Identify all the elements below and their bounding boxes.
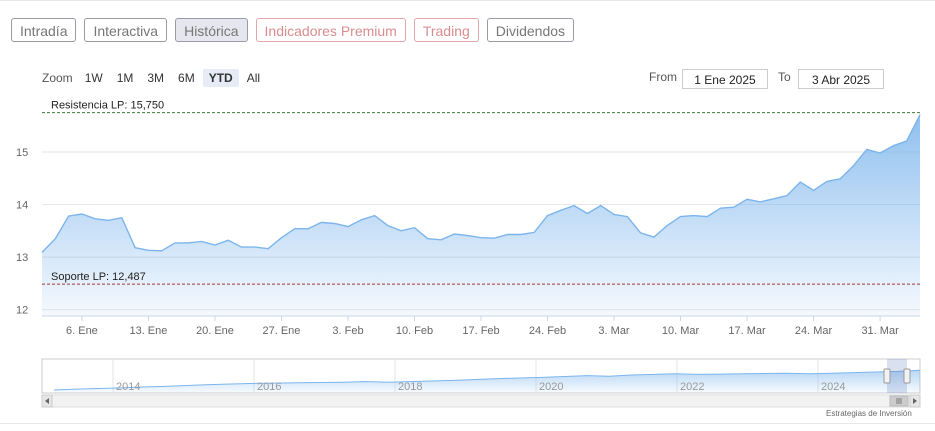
navigator-year-label: 2018 bbox=[398, 381, 422, 393]
x-axis-ticks bbox=[81, 316, 881, 321]
price-area bbox=[42, 114, 920, 316]
from-label: From bbox=[649, 70, 677, 84]
tab-intradia[interactable]: Intradía bbox=[11, 18, 77, 42]
resistance-label: Resistencia LP: 15,750 bbox=[51, 100, 164, 112]
zoom-all-button[interactable]: All bbox=[246, 71, 261, 85]
x-tick-label: 27. Ene bbox=[262, 325, 300, 337]
x-axis-labels: 6. Ene 13. Ene 20. Ene 27. Ene 3. Feb 10. Feb… bbox=[66, 325, 899, 337]
x-tick-label: 20. Ene bbox=[196, 325, 234, 337]
arrow-right-icon bbox=[913, 398, 917, 404]
zoom-1m-button[interactable]: 1M bbox=[116, 71, 134, 85]
navigator-year-label: 2016 bbox=[257, 381, 281, 393]
x-tick-label: 24. Mar bbox=[795, 325, 833, 337]
navigator-year-label: 2024 bbox=[821, 381, 845, 393]
navigator-area bbox=[54, 370, 920, 393]
tab-historica[interactable]: Histórica bbox=[175, 18, 248, 42]
price-line bbox=[41, 114, 921, 253]
navigator-right-handle[interactable] bbox=[903, 368, 911, 384]
zoom-ytd-button[interactable]: YTD bbox=[202, 69, 239, 87]
y-tick-label: 12 bbox=[16, 305, 28, 317]
tab-trading[interactable]: Trading bbox=[413, 18, 479, 42]
tab-dividendos[interactable]: Dividendos bbox=[486, 18, 575, 42]
x-tick-label: 3. Feb bbox=[332, 325, 363, 337]
navigator-left-handle[interactable] bbox=[883, 368, 891, 384]
top-border bbox=[0, 0, 935, 1]
navigator-year-label: 2022 bbox=[680, 381, 704, 393]
arrow-left-icon bbox=[45, 398, 49, 404]
y-tick-label: 14 bbox=[16, 200, 28, 212]
tab-interactiva[interactable]: Interactiva bbox=[84, 18, 168, 42]
zoom-1w-button[interactable]: 1W bbox=[84, 71, 103, 85]
x-tick-label: 3. Mar bbox=[598, 325, 630, 337]
bottom-border bbox=[0, 423, 935, 424]
navigator-year-labels: 2014 2016 2018 2020 2022 2024 bbox=[116, 381, 845, 393]
x-tick-label: 10. Feb bbox=[396, 325, 433, 337]
x-tick-label: 24. Feb bbox=[529, 325, 566, 337]
y-axis-labels: 12 13 14 15 bbox=[16, 147, 28, 317]
chart-tabs: Intradía Interactiva Histórica Indicador… bbox=[11, 18, 575, 42]
chart-credit: Estrategias de Inversión bbox=[826, 409, 912, 418]
navigator-line bbox=[53, 369, 921, 391]
to-label: To bbox=[778, 70, 791, 84]
navigator-selection[interactable] bbox=[887, 359, 907, 393]
y-tick-label: 13 bbox=[16, 252, 28, 264]
zoom-selector: Zoom 1W 1M 3M 6M YTD All bbox=[42, 69, 268, 87]
grip-icon bbox=[896, 398, 902, 404]
x-tick-label: 17. Feb bbox=[462, 325, 499, 337]
navigator-year-label: 2020 bbox=[539, 381, 563, 393]
x-tick-label: 31. Mar bbox=[861, 325, 899, 337]
x-tick-label: 10. Mar bbox=[662, 325, 700, 337]
y-tick-label: 15 bbox=[16, 147, 28, 159]
x-tick-label: 17. Mar bbox=[728, 325, 766, 337]
to-date-input[interactable]: 3 Abr 2025 bbox=[798, 69, 884, 89]
zoom-6m-button[interactable]: 6M bbox=[178, 71, 195, 85]
navigator-year-label: 2014 bbox=[116, 381, 140, 393]
support-label: Soporte LP: 12,487 bbox=[51, 271, 146, 283]
x-tick-label: 6. Ene bbox=[66, 325, 98, 337]
from-date-input[interactable]: 1 Ene 2025 bbox=[682, 69, 768, 89]
scrollbar-track[interactable] bbox=[41, 394, 921, 408]
zoom-3m-button[interactable]: 3M bbox=[147, 71, 165, 85]
tab-indicadores-premium[interactable]: Indicadores Premium bbox=[255, 18, 406, 42]
zoom-label: Zoom bbox=[42, 71, 73, 85]
x-tick-label: 13. Ene bbox=[129, 325, 167, 337]
